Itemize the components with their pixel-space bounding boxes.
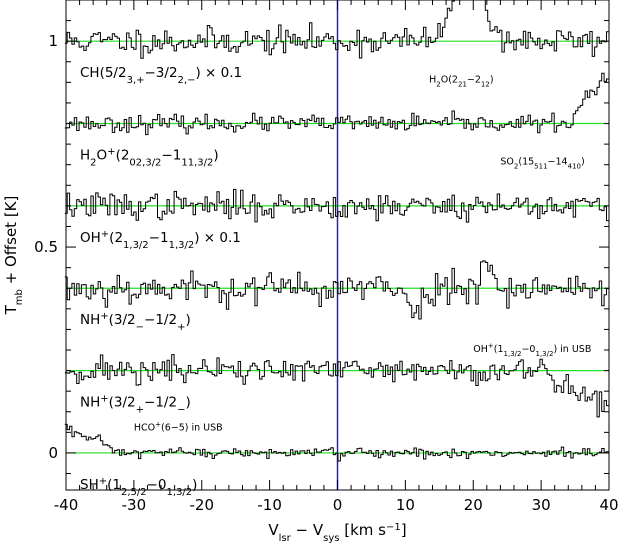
x-tick-label-5: 10 [396, 496, 415, 514]
spectrum-5 [64, 423, 609, 462]
series-label-0: CH(5/23,+−3/22,−) × 0.1 [80, 65, 242, 86]
spectrum-4 [64, 354, 609, 418]
ticks-layer: -40 -30 -20 -10 0 10 20 30 40 0 0.5 1 [34, 0, 618, 514]
y-axis-title: Tmb + Offset [K] [2, 196, 25, 316]
x-tick-label-6: 20 [464, 496, 483, 514]
series-label-3: NH+(3/2−−1/2+) [80, 311, 191, 333]
x-tick-label-0: -40 [54, 496, 79, 514]
annotation-0: H2O(221−212) [429, 74, 493, 88]
series-label-2: OH+(21,3/2−11,3/2) × 0.1 [80, 228, 241, 250]
x-tick-label-8: 40 [599, 496, 618, 514]
x-tick-label-3: -10 [257, 496, 282, 514]
annotation-1: SO2(15511−14410) [500, 157, 584, 171]
y-tick-label-2: 1 [48, 32, 58, 50]
x-tick-label-1: -30 [122, 496, 147, 514]
x-tick-label-4: 0 [333, 496, 343, 514]
annotation-3: HCO+(6−5) in USB [134, 420, 223, 433]
x-axis-title: Vlsr − Vsys [km s−1] [268, 521, 406, 544]
y-tick-label-0: 0 [48, 444, 58, 462]
spectrum-3 [64, 260, 609, 320]
spectra-layer: CH(5/23,+−3/22,−) × 0.1 H2O+(202,3/2−111,… [64, 0, 609, 497]
annotation-2: OH+(11,3/2−01,3/2) in USB [473, 342, 591, 358]
spectrum-2 [64, 188, 609, 223]
series-label-4: NH+(3/2+−1/2−) [80, 393, 191, 415]
series-label-5: SH+(12,5/2−01,3/2) [80, 475, 197, 497]
spectrum-1 [64, 72, 609, 136]
series-label-1: H2O+(202,3/2−111,3/2) [80, 146, 219, 168]
x-tick-label-7: 30 [532, 496, 551, 514]
spectrum-0 [64, 0, 609, 59]
x-tick-label-2: -20 [190, 496, 215, 514]
y-tick-label-1: 0.5 [34, 238, 58, 256]
